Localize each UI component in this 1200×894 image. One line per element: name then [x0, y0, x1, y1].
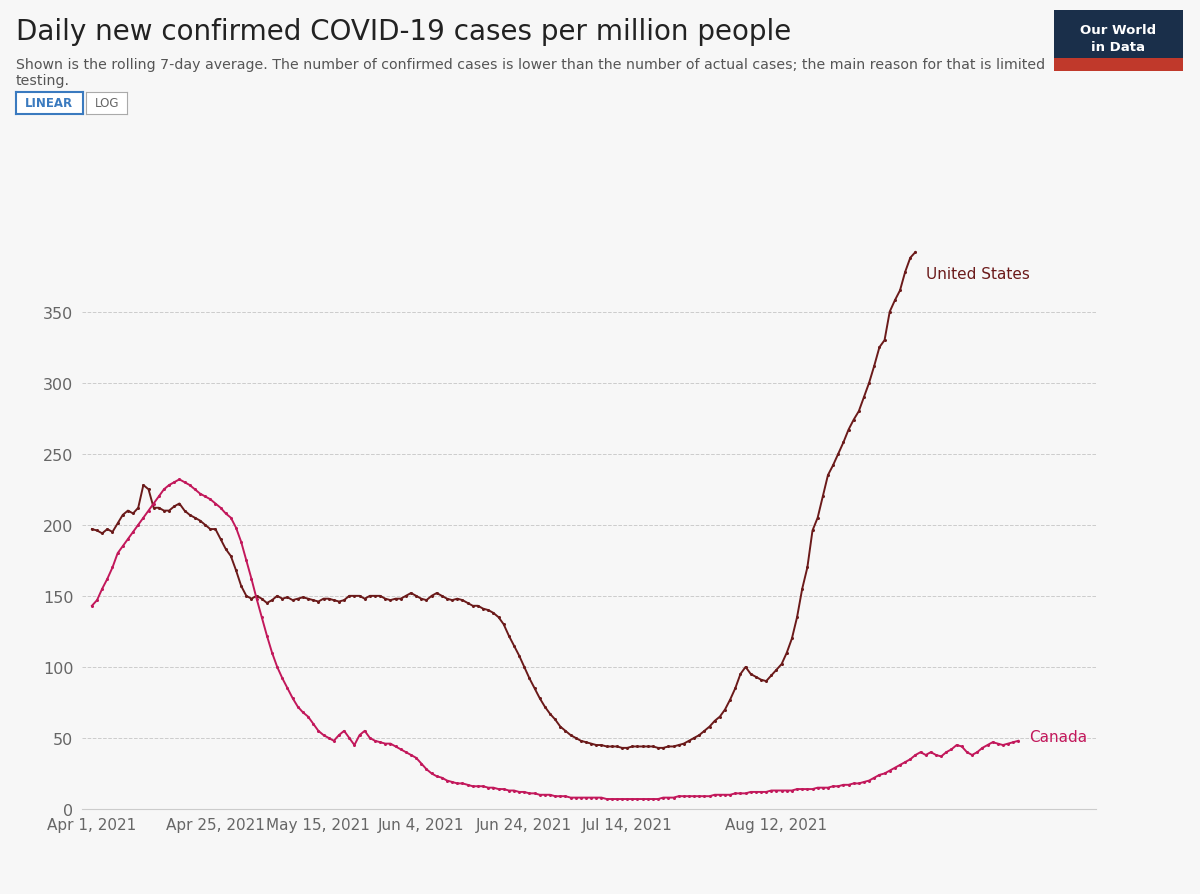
Text: Shown is the rolling 7-day average. The number of confirmed cases is lower than : Shown is the rolling 7-day average. The …: [16, 58, 1045, 89]
Text: in Data: in Data: [1092, 41, 1146, 54]
Text: LOG: LOG: [95, 97, 119, 110]
Text: Daily new confirmed COVID-19 cases per million people: Daily new confirmed COVID-19 cases per m…: [16, 18, 791, 46]
Text: LINEAR: LINEAR: [25, 97, 73, 110]
Text: Canada: Canada: [1028, 730, 1087, 744]
Bar: [1054, 59, 1183, 72]
Text: Our World: Our World: [1080, 23, 1157, 37]
Text: United States: United States: [925, 266, 1030, 282]
